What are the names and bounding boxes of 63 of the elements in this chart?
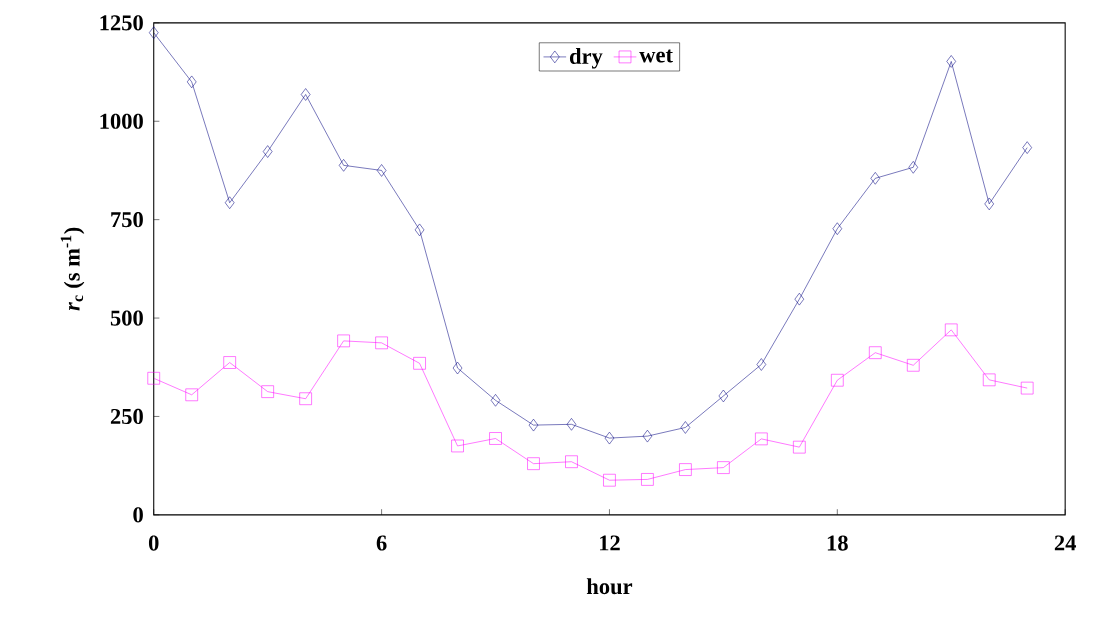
point bbox=[680, 421, 691, 434]
point bbox=[490, 394, 501, 407]
point bbox=[223, 356, 236, 369]
point bbox=[527, 457, 540, 470]
point bbox=[642, 429, 653, 443]
point bbox=[641, 473, 654, 486]
y-tick-label: 1250 bbox=[100, 15, 143, 31]
point bbox=[831, 373, 844, 387]
point bbox=[870, 172, 881, 185]
point bbox=[566, 418, 577, 431]
x-axis-title: hour bbox=[586, 578, 633, 595]
y-tick-label: 500 bbox=[110, 310, 143, 326]
point bbox=[982, 373, 996, 386]
y-tick-label: 1000 bbox=[100, 113, 143, 129]
point bbox=[262, 145, 273, 158]
point bbox=[147, 371, 160, 385]
point bbox=[185, 388, 198, 401]
point bbox=[794, 292, 805, 306]
point bbox=[528, 418, 539, 432]
y-tick-label: 750 bbox=[111, 211, 143, 228]
point bbox=[603, 473, 616, 487]
point bbox=[756, 358, 767, 371]
x-tick-label: 24 bbox=[1054, 535, 1077, 551]
point bbox=[946, 55, 956, 68]
legend-label: wet bbox=[639, 49, 673, 63]
legend-label: dry bbox=[569, 48, 603, 69]
point bbox=[832, 222, 843, 235]
point bbox=[793, 440, 806, 454]
point bbox=[300, 88, 311, 101]
x-tick-label: 0 bbox=[148, 535, 159, 551]
point bbox=[717, 461, 730, 474]
point bbox=[1022, 141, 1032, 154]
point bbox=[718, 389, 729, 403]
point bbox=[452, 361, 463, 375]
x-tick-label: 6 bbox=[376, 535, 387, 551]
point bbox=[451, 439, 464, 453]
point bbox=[984, 197, 994, 211]
y-tick-label: 250 bbox=[110, 408, 143, 424]
point bbox=[148, 26, 159, 39]
y-tick-label: 0 bbox=[133, 507, 143, 523]
point bbox=[186, 75, 197, 89]
point bbox=[337, 334, 350, 348]
point bbox=[604, 431, 615, 445]
point bbox=[945, 323, 958, 337]
point bbox=[489, 432, 502, 445]
point bbox=[869, 346, 882, 359]
point bbox=[299, 392, 312, 405]
point bbox=[376, 164, 387, 177]
point bbox=[1020, 381, 1034, 395]
x-tick-label: 18 bbox=[827, 535, 848, 551]
point bbox=[679, 463, 692, 476]
point bbox=[908, 160, 918, 174]
point bbox=[755, 432, 768, 446]
point bbox=[413, 357, 426, 370]
point bbox=[414, 223, 425, 237]
point bbox=[338, 159, 349, 172]
point bbox=[224, 196, 235, 209]
point bbox=[907, 358, 920, 372]
point bbox=[565, 455, 578, 468]
y-axis-title: r$_{c}$ (s m$^{-1}$) bbox=[60, 227, 85, 311]
x-tick-label: 12 bbox=[600, 535, 620, 551]
point bbox=[375, 336, 388, 349]
point bbox=[261, 385, 274, 398]
